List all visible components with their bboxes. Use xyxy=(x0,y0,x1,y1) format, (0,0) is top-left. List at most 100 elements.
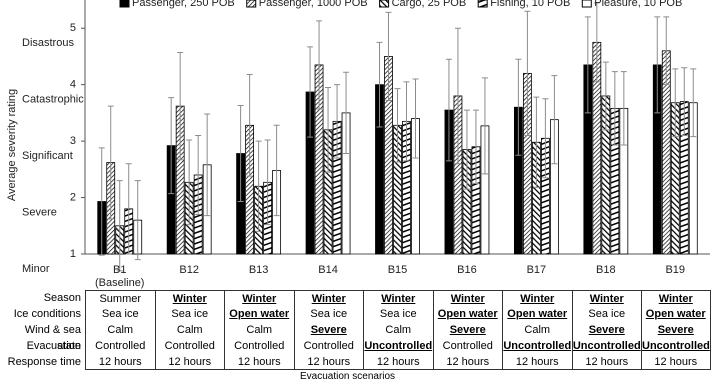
x-tick-label: B17 xyxy=(526,264,547,276)
table-cell: 12 hours xyxy=(293,354,363,370)
error-bar xyxy=(307,46,314,138)
error-bar xyxy=(255,140,262,232)
legend-swatch xyxy=(246,0,257,8)
error-bar xyxy=(524,10,531,136)
error-bar xyxy=(602,61,609,131)
table-cell: Winter xyxy=(502,290,572,306)
y-tick-label: 5 xyxy=(70,22,76,34)
row-header: Evacuation xyxy=(26,340,81,352)
table-cell: Open water xyxy=(641,306,711,322)
y-tick-label: 4 xyxy=(70,79,76,91)
table-cell: 12 hours xyxy=(85,354,155,370)
x-tick-label: B1 (Baseline) xyxy=(94,264,145,289)
error-bar xyxy=(533,96,540,188)
table-cell: Sea ice xyxy=(154,306,225,322)
table-cell: Sea ice xyxy=(293,306,364,322)
table-cell: Open water xyxy=(502,306,572,322)
table-cell: Open water xyxy=(432,306,503,322)
table-cell: Uncontrolled xyxy=(502,338,572,354)
table-cell: Controlled xyxy=(432,338,503,354)
legend-label: Cargo, 25 POB xyxy=(392,0,467,9)
error-bar xyxy=(472,109,479,184)
severity-label: Severe xyxy=(22,206,57,218)
table-cell: Severe xyxy=(293,322,364,338)
error-bar xyxy=(125,163,132,255)
error-bar xyxy=(334,84,341,159)
legend-swatch xyxy=(119,0,130,8)
error-bar xyxy=(343,71,350,155)
table-cell: Sea ice xyxy=(85,306,155,322)
error-bar xyxy=(116,180,123,272)
severity-label: Significant xyxy=(22,150,73,162)
table-row: Wind & sea state Calm Calm Calm Severe Calm Se… xyxy=(0,322,717,352)
table-cell: 12 hours xyxy=(154,354,224,370)
table-cell: Controlled xyxy=(224,338,294,354)
error-bar xyxy=(134,180,141,261)
table-cell: Sea ice xyxy=(571,306,642,322)
legend-swatch xyxy=(581,0,592,8)
y-tick-label: 2 xyxy=(70,191,76,203)
table-row: Evacuation Controlled Controlled Controlled… xyxy=(0,338,717,354)
table-cell: 12 hours xyxy=(571,354,641,370)
error-bar xyxy=(593,2,600,83)
x-tick-label: B13 xyxy=(248,264,269,276)
y-tick-label: 1 xyxy=(70,248,76,260)
table-cell: 12 hours xyxy=(502,354,572,370)
error-bar xyxy=(584,16,591,114)
error-bar xyxy=(107,105,114,220)
table-cell: Winter xyxy=(571,290,641,306)
table-cell: Calm xyxy=(502,322,572,338)
error-bar xyxy=(681,67,688,136)
row-header: Season xyxy=(43,292,81,304)
error-bar xyxy=(672,68,679,138)
error-bar xyxy=(454,27,461,165)
error-bar xyxy=(690,68,697,138)
x-tick-label: B15 xyxy=(387,264,408,276)
table-cell: 12 hours xyxy=(432,354,502,370)
table-cell: Calm xyxy=(85,322,155,338)
legend-label: Passenger, 1000 POB xyxy=(259,0,368,9)
error-bar xyxy=(195,134,202,215)
legend-swatch xyxy=(379,0,390,8)
severity-label: Disastrous xyxy=(22,37,74,49)
error-bar xyxy=(273,124,280,217)
error-bar xyxy=(394,88,401,163)
y-axis-title: Average severity rating xyxy=(6,89,18,201)
x-tick-label: B18 xyxy=(596,264,616,276)
y-tick-label: 3 xyxy=(70,135,76,147)
table-cell: Sea ice xyxy=(363,306,433,322)
table-cell: Calm xyxy=(154,322,225,338)
table-cell: Winter xyxy=(432,290,502,306)
table-cell: 12 hours xyxy=(363,354,433,370)
error-bar xyxy=(186,139,193,226)
error-bar xyxy=(654,16,661,114)
chart: Average severity rating 1 2 3 4 5 Disastrous C… xyxy=(6,0,710,275)
table-row: Season Summer Winter Winter Winter Winter Wint… xyxy=(0,290,717,306)
legend-swatch xyxy=(477,0,488,8)
table-row: Response time 12 hours 12 hours 12 hours 12 … xyxy=(0,354,717,370)
error-bar xyxy=(481,77,488,175)
table-cell: Severe xyxy=(432,322,503,338)
row-header: Ice conditions xyxy=(13,308,81,320)
legend-label: Passenger, 250 POB xyxy=(132,0,235,9)
error-bar xyxy=(177,51,184,161)
error-bar xyxy=(551,75,558,165)
error-bar xyxy=(325,86,332,173)
table-cell: 12 hours xyxy=(224,354,294,370)
x-tick-label: B16 xyxy=(457,264,477,276)
severity-label: Catastrophic xyxy=(22,94,84,106)
error-bar xyxy=(246,74,253,177)
error-bar xyxy=(168,97,175,195)
error-bar xyxy=(542,98,549,179)
table-cell: Winter xyxy=(224,290,294,306)
table-row: Ice conditions Sea ice Sea ice Open water Se… xyxy=(0,306,717,322)
error-bar xyxy=(316,20,323,110)
table-cell: Controlled xyxy=(85,338,155,354)
legend-label: Fishing, 10 POB xyxy=(490,0,570,9)
row-header: Wind & sea state xyxy=(24,324,81,352)
error-bar xyxy=(204,113,211,217)
legend-label: Pleasure, 10 POB xyxy=(594,0,682,9)
table-cell: Open water xyxy=(224,306,294,322)
error-bar xyxy=(412,78,419,159)
row-header: Response time xyxy=(7,356,81,368)
